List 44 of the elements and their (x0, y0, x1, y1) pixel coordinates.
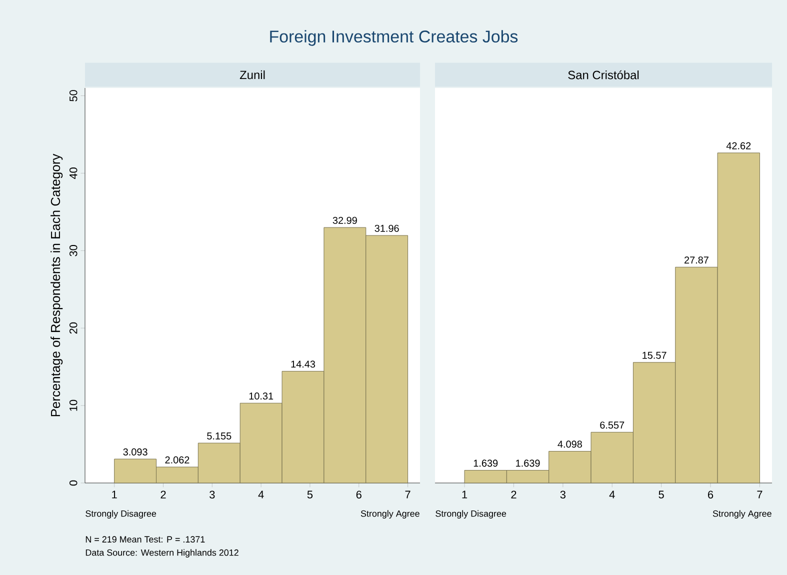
x-tick-label: 3 (560, 490, 566, 499)
y-tick-label: 50 (69, 90, 78, 102)
text: N = 219 Mean Test: P = .1371 (86, 536, 205, 543)
data-label: 5.155 (207, 432, 232, 440)
data-label: 32.99 (332, 216, 357, 224)
data-label: 2.062 (165, 456, 190, 464)
data-label: 3.093 (123, 448, 148, 456)
x-tick-label: 3 (210, 490, 215, 499)
data-label: 15.57 (642, 352, 666, 359)
source-note: Data Source: Western Highlands 2012 (86, 549, 238, 558)
chart-subtitle: Zunil (240, 70, 265, 80)
x-tick-label: 1 (462, 490, 468, 498)
data-label: 4.098 (558, 440, 582, 448)
text: Strongly Agree (360, 510, 420, 519)
data-label: 42.62 (726, 142, 751, 150)
data-label: 14.43 (291, 360, 316, 368)
y-axis-title: Percentage of Respondents in Each Category (50, 154, 63, 416)
chart-subtitle: San Cristóbal (568, 70, 639, 80)
data-label: 1.639 (474, 460, 498, 467)
y-tick-label: 10 (69, 400, 78, 411)
text: Strongly Disagree (86, 510, 156, 519)
x-tick-label: 2 (160, 490, 166, 498)
y-tick-label: 30 (69, 244, 78, 256)
data-label: 31.96 (374, 224, 399, 232)
chart-title: Foreign Investment Creates Jobs (270, 30, 518, 46)
x-tick-label: 7 (405, 490, 410, 498)
data-label: 6.557 (600, 422, 624, 429)
x-tick-label: 7 (757, 490, 762, 498)
text: Strongly Agree (712, 510, 772, 519)
x-tick-label: 5 (307, 490, 313, 498)
y-tick-label: 0 (69, 480, 78, 486)
x-tick-label: 4 (609, 490, 615, 498)
text: Strongly Disagree (436, 510, 506, 519)
x-tick-label: 6 (356, 490, 362, 499)
y-tick-label: 40 (69, 168, 78, 180)
x-tick-label: 1 (112, 490, 117, 498)
x-tick-label: 4 (258, 490, 264, 498)
data-label: 1.639 (516, 460, 540, 467)
x-tick-label: 6 (708, 490, 714, 499)
data-label: 10.31 (249, 392, 274, 400)
x-tick-label: 5 (658, 490, 664, 498)
x-tick-label: 2 (511, 490, 516, 498)
y-tick-label: 20 (69, 322, 78, 334)
data-label: 27.87 (684, 256, 708, 264)
